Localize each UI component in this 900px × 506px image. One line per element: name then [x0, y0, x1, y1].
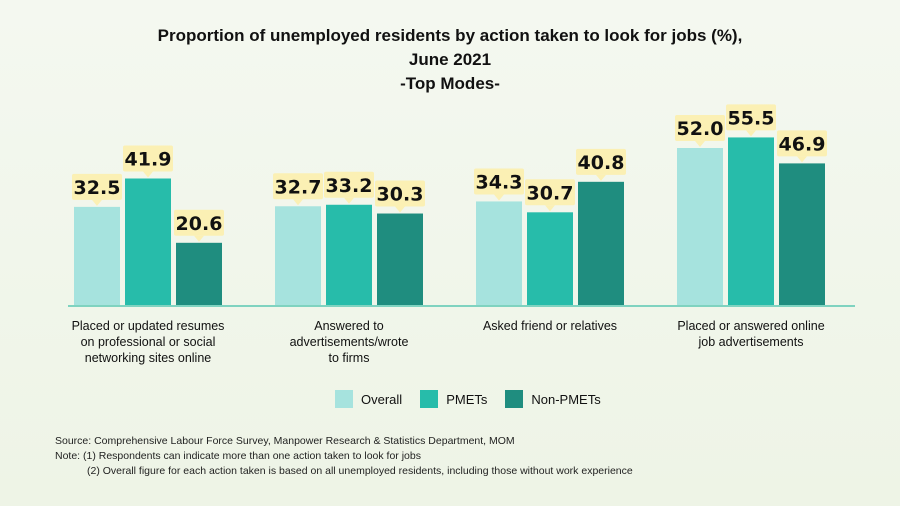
title-line-1: Proportion of unemployed residents by ac… [157, 26, 743, 45]
data-label: 32.5 [74, 177, 121, 199]
data-label-box [675, 115, 725, 141]
x-tick-label: Answered to advertisements/wrote to firms [249, 318, 449, 366]
data-label-box [72, 173, 122, 200]
data-label-pointer [695, 141, 705, 147]
footnotes: Source: Comprehensive Labour Force Surve… [55, 434, 633, 479]
data-label-box [525, 179, 575, 206]
data-label-box [777, 130, 827, 157]
data-label: 30.3 [377, 184, 424, 206]
data-label: 46.9 [779, 133, 826, 155]
data-label-pointer [545, 205, 555, 212]
data-label: 32.7 [275, 176, 322, 198]
data-label-pointer [596, 174, 606, 181]
legend: Overall PMETs Non-PMETs [335, 390, 601, 408]
bar-non-pmets-3 [779, 163, 825, 305]
legend-item-pmets: PMETs [420, 390, 487, 408]
bar-overall-1 [275, 206, 321, 305]
data-label-pointer [293, 199, 303, 206]
x-tick-label-line: job advertisements [698, 335, 804, 349]
legend-item-overall: Overall [335, 390, 402, 408]
data-label-box [474, 168, 524, 195]
legend-item-non-pmets: Non-PMETs [505, 390, 601, 408]
data-label-box [375, 180, 425, 207]
note-2: (2) Overall figure for each action taken… [87, 465, 633, 477]
data-label: 20.6 [176, 213, 223, 235]
legend-label: Overall [361, 391, 403, 407]
legend-swatch [420, 390, 439, 408]
data-label: 34.3 [476, 171, 523, 193]
x-tick-label-line: to firms [328, 351, 370, 365]
data-label: 41.9 [125, 148, 172, 170]
x-tick-label: Placed or updated resumes on professional… [48, 318, 248, 366]
bar-pmets-2 [527, 212, 573, 305]
data-label-pointer [344, 197, 354, 204]
bar-non-pmets-1 [377, 213, 423, 305]
x-tick-label-line: Placed or updated resumes [71, 319, 225, 333]
bar-non-pmets-0 [176, 242, 222, 305]
data-label-box [123, 145, 173, 172]
data-label: 40.8 [578, 152, 625, 174]
bar-pmets-1 [326, 204, 372, 305]
legend-swatch [335, 390, 353, 408]
data-label-pointer [143, 171, 153, 178]
data-label-pointer [194, 235, 204, 242]
bar-non-pmets-2 [578, 181, 624, 305]
x-tick-label-line: Asked friend or relatives [482, 319, 618, 333]
x-tick-label-line: advertisements/wrote [289, 335, 409, 349]
data-label-box [273, 173, 323, 200]
x-tick-label-line: Answered to [314, 319, 384, 333]
bar-overall-0 [74, 206, 120, 305]
data-label-pointer [92, 199, 102, 206]
data-label: 33.2 [326, 175, 373, 197]
data-label: 30.7 [527, 182, 574, 204]
data-label: 55.5 [728, 107, 775, 129]
legend-label: PMETs [446, 391, 488, 407]
x-tick-label-line: Placed or answered online [677, 319, 825, 333]
bar-overall-2 [476, 201, 522, 305]
chart-title: Proportion of unemployed residents by ac… [0, 24, 900, 96]
data-label-box [576, 148, 626, 175]
data-label-box [726, 104, 776, 131]
bar-pmets-0 [125, 178, 171, 305]
data-label-box [324, 171, 374, 198]
legend-label: Non-PMETs [531, 391, 601, 407]
x-tick-label-line: networking sites online [84, 351, 212, 365]
data-label-pointer [395, 206, 405, 213]
x-tick-label-line: on professional or social [80, 335, 216, 349]
title-line-3: -Top Modes- [400, 74, 500, 93]
x-tick-label: Placed or answered online job advertiseme… [651, 318, 851, 350]
bar-pmets-3 [728, 137, 774, 305]
source-note: Source: Comprehensive Labour Force Surve… [55, 435, 515, 447]
x-tick-label: Asked friend or relatives [450, 318, 650, 334]
data-label: 52.0 [677, 118, 724, 140]
title-line-2: June 2021 [408, 50, 492, 69]
data-label-pointer [746, 130, 756, 137]
data-label-pointer [797, 156, 807, 163]
data-label-pointer [494, 194, 504, 201]
legend-swatch [505, 390, 524, 408]
data-label-box [174, 209, 224, 236]
note-1: Note: (1) Respondents can indicate more … [55, 450, 421, 462]
bar-overall-3 [677, 148, 723, 305]
